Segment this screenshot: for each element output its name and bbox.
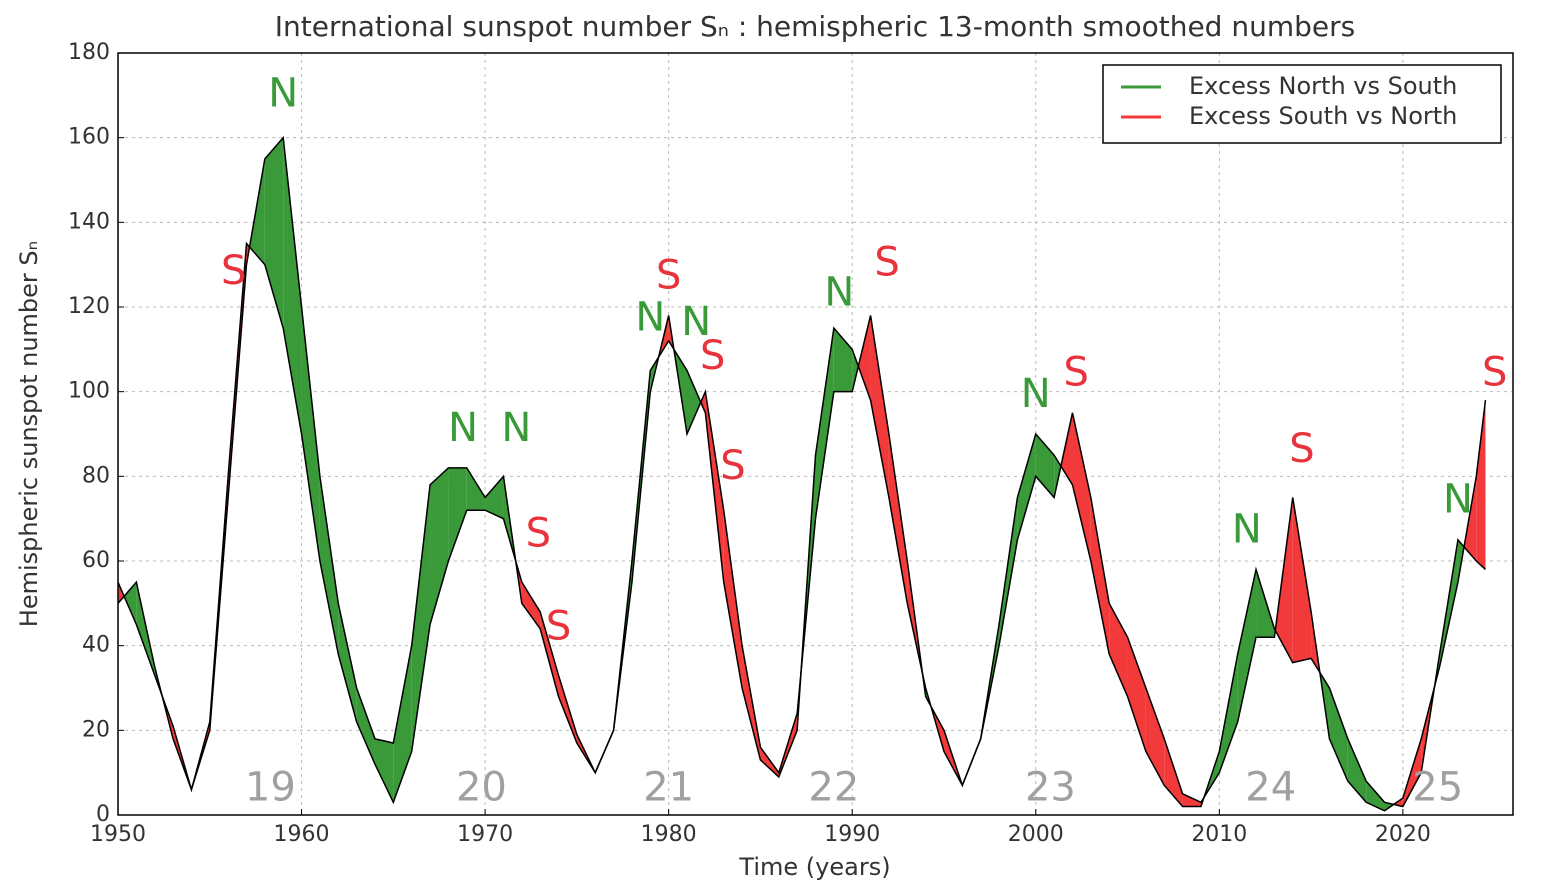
annotation: N <box>1232 506 1262 552</box>
excess-north-fill <box>1329 688 1348 782</box>
excess-north-fill <box>338 603 357 722</box>
annotation: N <box>501 405 531 451</box>
excess-north-fill <box>687 370 701 434</box>
excess-north-fill <box>833 328 853 392</box>
x-tick-label: 1960 <box>274 822 330 847</box>
annotation: S <box>1482 350 1507 396</box>
excess-south-fill <box>1127 637 1146 752</box>
excess-north-fill <box>1219 654 1238 773</box>
annotation: N <box>268 70 298 116</box>
x-tick-label: 1980 <box>641 822 697 847</box>
excess-south-fill <box>521 582 541 629</box>
annotation: S <box>1289 426 1314 472</box>
annotation: 21 <box>643 765 694 811</box>
annotation: 23 <box>1025 765 1076 811</box>
excess-south-fill <box>1476 400 1486 570</box>
y-tick-label: 160 <box>68 125 110 150</box>
excess-south-fill <box>1090 497 1110 655</box>
excess-south-fill <box>1182 793 1201 807</box>
annotation: S <box>720 443 745 489</box>
y-tick-label: 0 <box>96 802 110 827</box>
x-tick-label: 2010 <box>1191 822 1247 847</box>
y-tick-label: 180 <box>68 40 110 65</box>
excess-north-fill <box>264 137 284 329</box>
excess-south-fill <box>1275 497 1293 663</box>
annotation: N <box>824 269 854 315</box>
excess-south-fill <box>1145 688 1165 786</box>
annotation: S <box>1063 350 1088 396</box>
excess-north-fill <box>430 467 449 625</box>
annotation: S <box>546 604 571 650</box>
excess-south-fill <box>1109 603 1128 697</box>
annotation: N <box>448 405 478 451</box>
annotation: S <box>526 511 551 557</box>
excess-north-fill <box>1347 738 1367 803</box>
excess-north-fill <box>466 467 486 511</box>
legend-label: Excess South vs North <box>1189 102 1457 130</box>
x-tick-label: 1950 <box>90 822 146 847</box>
y-tick-label: 100 <box>68 379 110 404</box>
annotation: S <box>656 252 681 298</box>
hemisphere-line <box>117 241 1487 812</box>
annotation: 22 <box>808 765 859 811</box>
annotation: S <box>700 333 725 379</box>
annotation: 25 <box>1412 765 1463 811</box>
excess-south-fill <box>858 315 871 401</box>
annotation: 19 <box>245 765 296 811</box>
annotation: 20 <box>456 765 507 811</box>
excess-north-fill <box>852 349 859 392</box>
y-tick-label: 20 <box>82 717 110 742</box>
y-tick-label: 80 <box>82 463 110 488</box>
excess-fills <box>118 137 1486 811</box>
excess-north-fill <box>448 467 467 561</box>
excess-south-fill <box>870 315 889 498</box>
hemisphere-line <box>117 135 1486 808</box>
chart-title: International sunspot number Sₙ : hemisp… <box>275 10 1355 43</box>
excess-north-fill <box>374 738 394 803</box>
annotation: S <box>221 248 246 294</box>
x-tick-label: 1990 <box>824 822 880 847</box>
annotation: N <box>1021 371 1051 417</box>
excess-south-fill <box>540 611 559 697</box>
excess-north-fill <box>283 137 302 434</box>
annotation: N <box>681 299 711 345</box>
excess-north-fill <box>249 158 265 265</box>
y-tick-label: 40 <box>82 633 110 658</box>
legend-label: Excess North vs South <box>1189 72 1457 100</box>
excess-north-fill <box>319 476 339 655</box>
excess-north-fill <box>356 688 375 765</box>
annotation: N <box>1443 477 1473 523</box>
y-tick-label: 60 <box>82 548 110 573</box>
plot-frame <box>117 52 1514 816</box>
excess-north-fill <box>999 497 1018 646</box>
annotation: 24 <box>1245 765 1296 811</box>
excess-north-fill <box>815 328 834 519</box>
excess-south-fill <box>723 510 743 688</box>
annotation: N <box>635 295 665 341</box>
x-tick-label: 2000 <box>1008 822 1064 847</box>
excess-north-fill <box>1366 781 1385 811</box>
excess-north-fill <box>1237 569 1257 722</box>
excess-north-fill <box>1017 434 1036 540</box>
legend-box <box>1102 64 1502 144</box>
x-tick-label: 1970 <box>457 822 513 847</box>
y-tick-label: 140 <box>68 209 110 234</box>
excess-south-fill <box>1292 497 1312 663</box>
excess-south-fill <box>700 391 706 413</box>
excess-north-fill <box>411 484 431 752</box>
x-axis-label: Time (years) <box>738 853 890 881</box>
excess-south-fill <box>888 434 908 604</box>
excess-north-fill <box>301 307 320 561</box>
excess-north-fill <box>485 476 504 519</box>
x-tick-label: 2020 <box>1375 822 1431 847</box>
annotation: S <box>874 240 899 286</box>
excess-south-fill <box>1072 412 1091 561</box>
excess-south-fill <box>1060 412 1073 485</box>
y-tick-label: 120 <box>68 294 110 319</box>
y-axis-label: Hemispheric sunspot number Sₙ <box>15 241 43 627</box>
